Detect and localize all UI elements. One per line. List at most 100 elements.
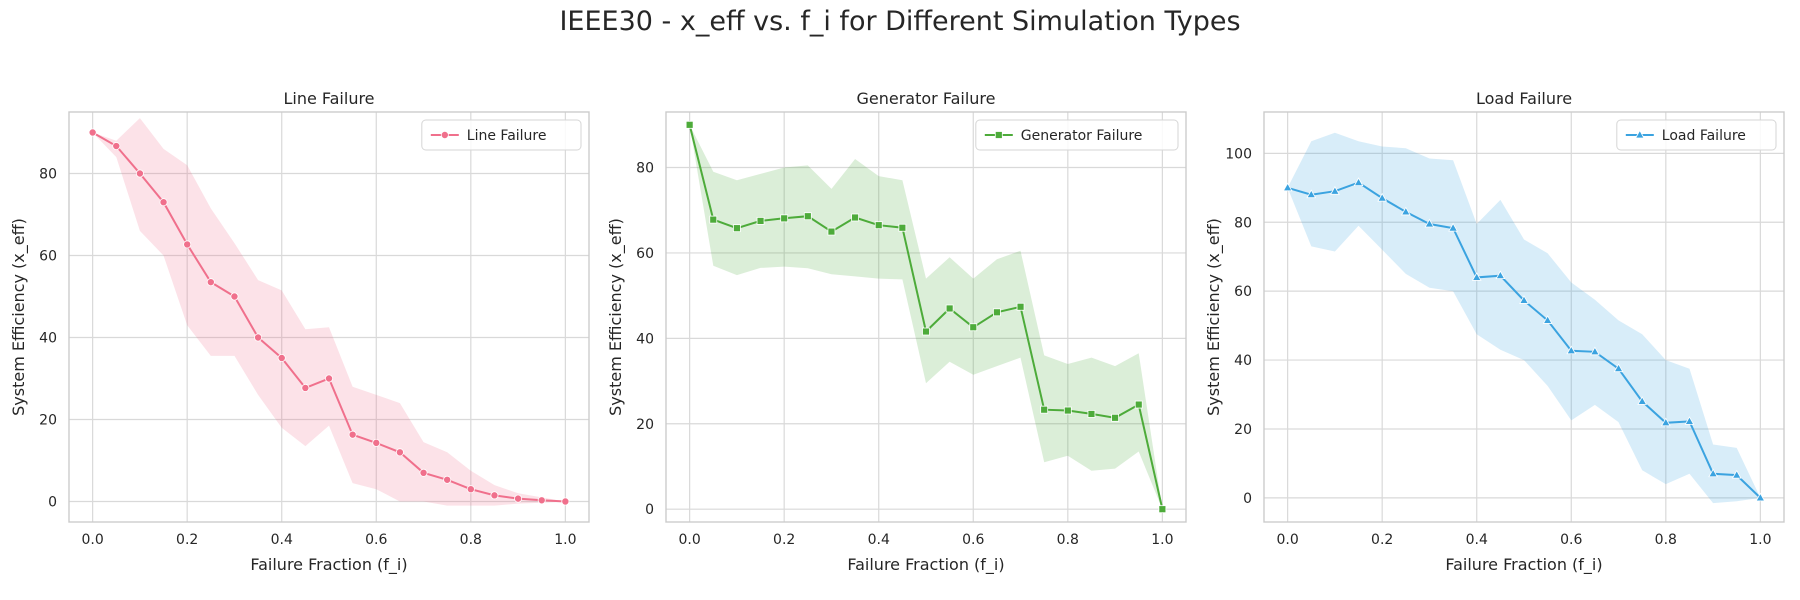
data-point — [1755, 492, 1766, 502]
y-tick-label: 0 — [48, 495, 57, 511]
chart-generator-failure: 0.0 0.2 0.4 0.6 0.8 1.0 0 20 40 60 80 Generator Fai… — [606, 89, 1187, 575]
x-tick-label: 0.0 — [82, 532, 104, 548]
legend: Load Failure — [1616, 119, 1777, 151]
y-tick-label: 40 — [1234, 353, 1252, 369]
chart-title: Generator Failure — [857, 89, 996, 108]
data-point — [1063, 406, 1072, 415]
data-point — [1542, 315, 1553, 324]
data-point — [301, 383, 310, 392]
data-point — [1519, 295, 1529, 304]
x-tick-label: 0.2 — [773, 532, 795, 548]
y-tick-label: 40 — [636, 331, 654, 347]
data-point — [514, 494, 523, 503]
data-point — [183, 240, 192, 249]
y-tick-label: 80 — [1234, 215, 1252, 231]
y-tick-label: 80 — [39, 167, 57, 183]
data-point — [1330, 185, 1340, 195]
data-point — [685, 120, 694, 129]
data-point — [1424, 218, 1435, 228]
y-axis-label: System Efficiency (x_eff) — [606, 218, 626, 416]
data-point — [1637, 396, 1648, 405]
legend-marker — [1634, 129, 1645, 139]
y-tick-label: 0 — [1243, 491, 1252, 507]
data-point — [324, 374, 333, 383]
confidence-band — [689, 124, 1163, 510]
x-axis-label: Failure Fraction (f_i) — [250, 555, 407, 575]
data-point — [466, 485, 475, 494]
y-tick-label: 0 — [645, 502, 654, 518]
data-point — [395, 448, 404, 457]
data-point — [206, 278, 215, 287]
x-tick-label: 1.0 — [554, 532, 576, 548]
y-tick-label: 20 — [1234, 422, 1252, 438]
data-point — [1353, 177, 1364, 187]
data-point — [874, 221, 883, 230]
data-point — [1731, 469, 1742, 479]
data-point — [756, 217, 765, 225]
data-point — [1040, 405, 1049, 414]
x-axis-label: Failure Fraction (f_i) — [847, 555, 1004, 575]
x-tick-label: 1.0 — [1749, 532, 1771, 548]
x-axis-label: Failure Fraction (f_i) — [1445, 555, 1602, 575]
x-tick-label: 0.8 — [1057, 532, 1079, 548]
x-tick-label: 0.8 — [460, 532, 482, 548]
data-point — [561, 497, 570, 506]
x-tick-label: 0.2 — [1371, 532, 1393, 548]
y-tick-label: 20 — [39, 413, 57, 429]
plot-frame — [1263, 111, 1785, 523]
data-point — [1134, 400, 1143, 409]
chart-title: Line Failure — [283, 89, 374, 108]
legend: Generator Failure — [975, 119, 1179, 151]
data-point — [1708, 468, 1718, 478]
data-point — [1613, 363, 1624, 373]
data-point — [1684, 416, 1695, 425]
x-tick-label: 0.4 — [868, 532, 890, 548]
plot-frame — [68, 111, 590, 523]
data-point — [1111, 413, 1119, 422]
y-tick-label: 60 — [1234, 284, 1252, 300]
data-point — [1016, 302, 1025, 311]
data-point — [254, 333, 263, 342]
data-point — [709, 215, 718, 224]
data-point — [112, 142, 121, 151]
x-tick-label: 0.4 — [271, 532, 293, 548]
data-point — [733, 224, 741, 233]
data-point — [277, 353, 286, 362]
data-point — [993, 308, 1001, 317]
legend-box — [421, 119, 582, 151]
data-point — [1158, 505, 1167, 514]
legend-marker — [440, 130, 449, 139]
x-tick-label: 0.2 — [176, 532, 198, 548]
x-tick-label: 0.8 — [1655, 532, 1677, 548]
data-point — [1087, 410, 1096, 418]
data-point — [1590, 346, 1600, 356]
data-point — [419, 468, 428, 477]
data-point — [922, 327, 930, 336]
data-point — [780, 214, 789, 223]
data-point — [1377, 192, 1388, 202]
plot-frame — [665, 111, 1187, 523]
x-tick-label: 1.0 — [1151, 532, 1173, 548]
chart-load-failure: 0.0 0.2 0.4 0.6 0.8 1.0 0 20 40 60 80 100 Load Failu… — [1204, 89, 1785, 575]
x-tick-label: 0.6 — [962, 532, 984, 548]
data-point — [348, 430, 357, 439]
data-point — [443, 475, 452, 484]
data-point — [803, 212, 812, 221]
x-tick-label: 0.0 — [1277, 532, 1299, 548]
y-tick-label: 40 — [39, 331, 57, 347]
data-point — [88, 128, 97, 137]
x-tick-label: 0.6 — [1560, 532, 1582, 548]
data-point — [135, 169, 144, 178]
data-point — [372, 438, 381, 447]
data-point — [898, 223, 907, 232]
data-point — [1566, 345, 1577, 355]
legend-box — [1616, 119, 1777, 151]
legend-marker — [994, 131, 1003, 139]
data-point — [1400, 206, 1411, 216]
y-tick-label: 60 — [39, 249, 57, 265]
y-axis-label: System Efficiency (x_eff) — [9, 218, 29, 416]
confidence-band — [92, 118, 566, 506]
y-tick-label: 80 — [636, 161, 654, 177]
